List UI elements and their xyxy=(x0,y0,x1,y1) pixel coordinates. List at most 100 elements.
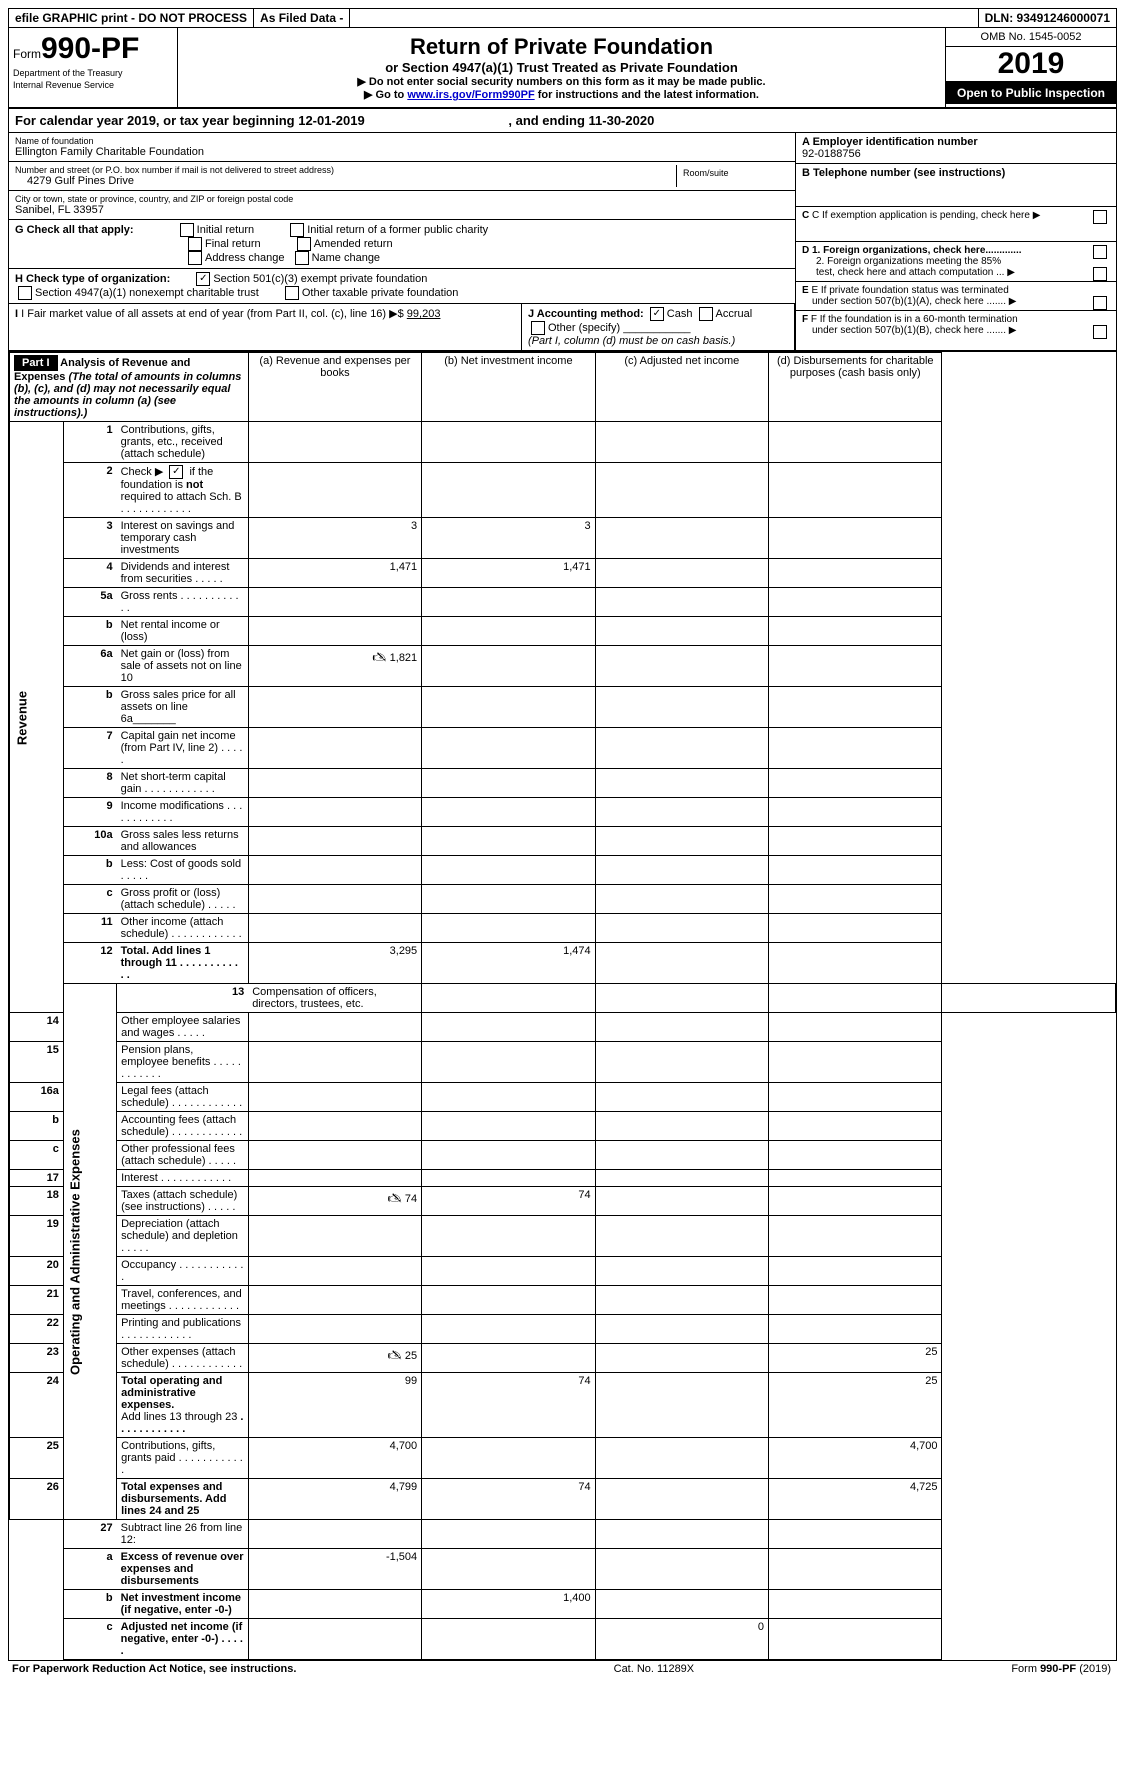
i-prefix: ▶$ xyxy=(389,308,407,320)
info-left: Name of foundation Ellington Family Char… xyxy=(9,133,795,350)
r25a: 4,700 xyxy=(248,1438,421,1479)
r18b: 74 xyxy=(422,1187,595,1216)
r24d: 25 xyxy=(769,1373,942,1438)
r10b: Less: Cost of goods sold xyxy=(121,858,241,870)
footer: For Paperwork Reduction Act Notice, see … xyxy=(8,1661,1115,1677)
dln: DLN: 93491246000071 xyxy=(979,9,1116,27)
room-label: Room/suite xyxy=(683,168,783,178)
r1: Contributions, gifts, grants, etc., rece… xyxy=(117,422,249,463)
instr2-suffix: for instructions and the latest informat… xyxy=(535,89,759,101)
r3: Interest on savings and temporary cash i… xyxy=(117,518,249,559)
name-label: Name of foundation xyxy=(15,136,789,146)
j-other: Other (specify) xyxy=(548,322,620,334)
form-title: Return of Private Foundation xyxy=(184,34,939,60)
r12b: 1,474 xyxy=(422,943,595,984)
r17: Interest xyxy=(121,1172,158,1184)
r4a: 1,471 xyxy=(248,559,421,588)
j-box: J Accounting method: ✓Cash Accrual Other… xyxy=(522,304,795,350)
check-c[interactable] xyxy=(1093,210,1107,224)
check-schb[interactable]: ✓ xyxy=(169,465,183,479)
r25d: 4,700 xyxy=(769,1438,942,1479)
attach-icon-18[interactable]: 🖎 xyxy=(388,1191,402,1205)
check-cash[interactable]: ✓ xyxy=(650,307,664,321)
g-o1: Initial return xyxy=(197,224,254,236)
check-other-taxable[interactable] xyxy=(285,286,299,300)
r24b: 74 xyxy=(422,1373,595,1438)
check-d1[interactable] xyxy=(1093,245,1107,259)
phone-box: B Telephone number (see instructions) xyxy=(796,164,1116,207)
r2: Check ▶ ✓ if the foundation is not requi… xyxy=(117,463,249,518)
check-4947[interactable] xyxy=(18,286,32,300)
city-box: City or town, state or province, country… xyxy=(9,191,795,220)
check-d2[interactable] xyxy=(1093,267,1107,281)
d-box: D 1. Foreign organizations, check here..… xyxy=(796,242,1116,282)
g-o4: Amended return xyxy=(314,238,393,250)
r26b: 74 xyxy=(422,1479,595,1520)
r27a-val: -1,504 xyxy=(248,1549,421,1590)
check-namechange[interactable] xyxy=(295,251,309,265)
form-prefix: Form xyxy=(13,47,41,61)
check-other-method[interactable] xyxy=(531,321,545,335)
e2: under section 507(b)(1)(A), check here .… xyxy=(802,296,1006,307)
check-amended[interactable] xyxy=(297,237,311,251)
col-b: (b) Net investment income xyxy=(422,353,595,422)
col-c: (c) Adjusted net income xyxy=(595,353,768,422)
fmv-box: I I Fair market value of all assets at e… xyxy=(9,304,522,350)
r26d: 4,725 xyxy=(769,1479,942,1520)
check-addrchange[interactable] xyxy=(188,251,202,265)
j-label: J Accounting method: xyxy=(528,308,644,320)
r5a: Gross rents xyxy=(121,590,178,602)
form-container: efile GRAPHIC print - DO NOT PROCESS As … xyxy=(8,8,1117,1661)
g-row: G Check all that apply: Initial return I… xyxy=(9,220,795,269)
h-label: H Check type of organization: xyxy=(15,273,170,285)
r6b: Gross sales price for all assets on line… xyxy=(121,689,236,725)
address-box: Number and street (or P.O. box number if… xyxy=(9,162,795,191)
h-o1: Section 501(c)(3) exempt private foundat… xyxy=(213,273,427,285)
r3a: 3 xyxy=(248,518,421,559)
address: 4279 Gulf Pines Drive xyxy=(15,175,676,187)
r27b: Net investment income (if negative, ente… xyxy=(117,1590,249,1619)
top-bar: efile GRAPHIC print - DO NOT PROCESS As … xyxy=(9,9,1116,28)
c-label: C If exemption application is pending, c… xyxy=(812,210,1030,221)
instr-1: ▶ Do not enter social security numbers o… xyxy=(184,75,939,88)
instr-link[interactable]: www.irs.gov/Form990PF xyxy=(407,89,534,101)
expenses-label: Operating and Administrative Expenses xyxy=(63,984,116,1520)
attach-icon-23[interactable]: 🖎 xyxy=(388,1348,402,1362)
instr2-prefix: ▶ Go to xyxy=(364,89,407,101)
check-initial[interactable] xyxy=(180,223,194,237)
h-o2: Section 4947(a)(1) nonexempt charitable … xyxy=(35,287,259,299)
r19: Depreciation (attach schedule) and deple… xyxy=(121,1218,238,1242)
addr-label: Number and street (or P.O. box number if… xyxy=(15,165,676,175)
open-to-public: Open to Public Inspection xyxy=(946,82,1116,104)
g-label: G Check all that apply: xyxy=(15,224,134,236)
r23d: 25 xyxy=(769,1344,942,1373)
h-o3: Other taxable private foundation xyxy=(302,287,459,299)
foundation-name-box: Name of foundation Ellington Family Char… xyxy=(9,133,795,162)
col-d: (d) Disbursements for charitable purpose… xyxy=(769,353,942,422)
check-final[interactable] xyxy=(188,237,202,251)
header-right: OMB No. 1545-0052 2019 Open to Public In… xyxy=(945,28,1116,107)
check-f[interactable] xyxy=(1093,325,1107,339)
attach-icon[interactable]: 🖎 xyxy=(372,650,386,664)
check-accrual[interactable] xyxy=(699,307,713,321)
j-accrual: Accrual xyxy=(716,308,753,320)
foundation-name: Ellington Family Charitable Foundation xyxy=(15,146,789,158)
form-subtitle: or Section 4947(a)(1) Trust Treated as P… xyxy=(184,60,939,75)
revenue-label: Revenue xyxy=(10,422,64,1013)
check-501c3[interactable]: ✓ xyxy=(196,272,210,286)
cal-begin: For calendar year 2019, or tax year begi… xyxy=(15,113,365,128)
check-initial-former[interactable] xyxy=(290,223,304,237)
part1-table: Part I Analysis of Revenue and Expenses … xyxy=(9,352,1116,1660)
check-e[interactable] xyxy=(1093,296,1107,310)
r5b: Net rental income or (loss) xyxy=(117,617,249,646)
efile-notice: efile GRAPHIC print - DO NOT PROCESS xyxy=(9,9,254,27)
a-label: A Employer identification number xyxy=(802,136,1110,148)
info-grid: Name of foundation Ellington Family Char… xyxy=(9,133,1116,352)
d2a: 2. Foreign organizations meeting the 85% xyxy=(816,256,1001,267)
part1-tag: Part I xyxy=(14,355,58,371)
tax-year: 2019 xyxy=(946,47,1116,82)
as-filed: As Filed Data - xyxy=(254,9,350,27)
header-left: Form990-PF Department of the Treasury In… xyxy=(9,28,178,107)
header: Form990-PF Department of the Treasury In… xyxy=(9,28,1116,109)
r26: Total expenses and disbursements. Add li… xyxy=(117,1479,249,1520)
